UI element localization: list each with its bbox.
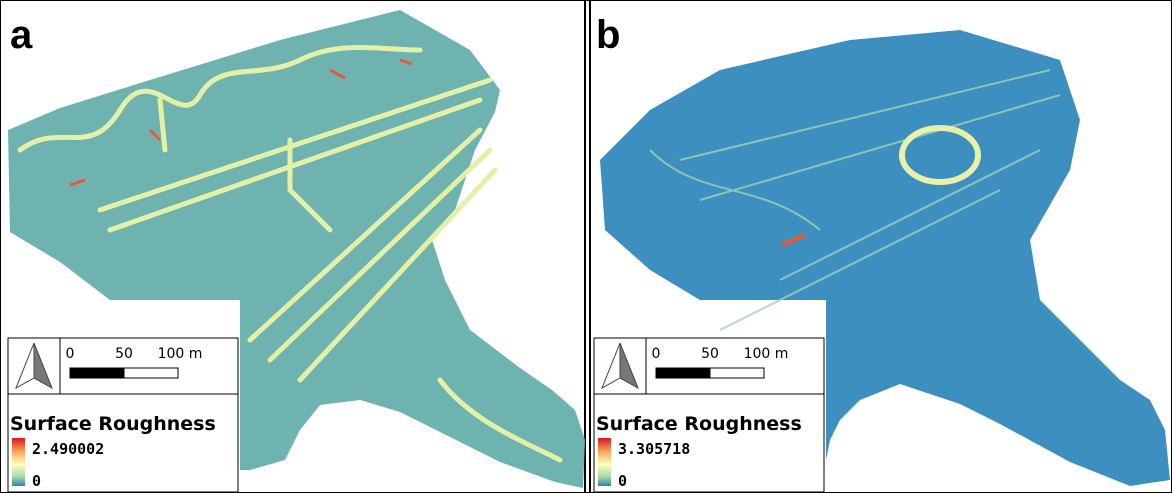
legend-max: 3.305718: [618, 440, 690, 458]
scale-label: 50: [115, 346, 133, 362]
scale-bar: [70, 368, 124, 378]
scale-bar: [124, 368, 178, 378]
legend-min: 0: [618, 472, 627, 490]
figure: a 0 50 100 m Surface Roughness 2.490002 0 b 0 50 1…: [0, 0, 1172, 493]
legend-min: 0: [32, 472, 41, 490]
scale-label: 0: [66, 346, 75, 362]
scale-label: 100 m: [158, 346, 203, 362]
legend-title: Surface Roughness: [596, 413, 802, 435]
scale-label: 50: [701, 346, 719, 362]
legend-ramp: [598, 438, 611, 486]
legend-max: 2.490002: [32, 440, 104, 458]
legend-title: Surface Roughness: [10, 413, 216, 435]
page: a 0 50 100 m Surface Roughness 2.490002 0 b 0 50 1…: [0, 0, 1172, 493]
scale-label: 100 m: [744, 346, 789, 362]
scale-label: 0: [652, 346, 661, 362]
scale-bar: [656, 368, 710, 378]
legend-ramp: [12, 438, 25, 486]
panel-label: a: [10, 13, 33, 57]
panel-label: b: [596, 13, 620, 57]
scale-bar: [710, 368, 764, 378]
